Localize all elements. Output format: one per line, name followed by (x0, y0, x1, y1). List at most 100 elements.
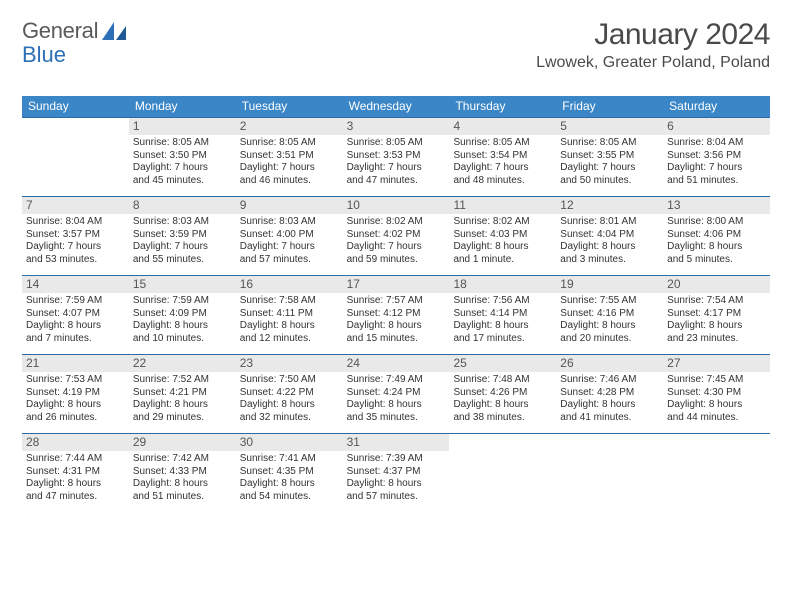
sunset-line: Sunset: 3:54 PM (453, 150, 552, 163)
day-number: 31 (343, 434, 450, 451)
day-cell: 24Sunrise: 7:49 AMSunset: 4:24 PMDayligh… (343, 355, 450, 433)
daylight-line-2: and 20 minutes. (560, 333, 659, 346)
sunrise-line: Sunrise: 7:55 AM (560, 295, 659, 308)
daylight-line-1: Daylight: 8 hours (667, 241, 766, 254)
daylight-line-2: and 59 minutes. (347, 254, 446, 267)
day-number: 23 (236, 355, 343, 372)
weekday-header: Monday (129, 96, 236, 117)
sunset-line: Sunset: 3:53 PM (347, 150, 446, 163)
sunset-line: Sunset: 3:59 PM (133, 229, 232, 242)
daylight-line-2: and 48 minutes. (453, 175, 552, 188)
daylight-line-1: Daylight: 8 hours (26, 478, 125, 491)
daylight-line-1: Daylight: 8 hours (347, 320, 446, 333)
daylight-line-2: and 35 minutes. (347, 412, 446, 425)
day-cell: 29Sunrise: 7:42 AMSunset: 4:33 PMDayligh… (129, 434, 236, 512)
daylight-line-1: Daylight: 8 hours (667, 399, 766, 412)
day-number: 22 (129, 355, 236, 372)
sunset-line: Sunset: 4:26 PM (453, 387, 552, 400)
sunrise-line: Sunrise: 8:03 AM (133, 216, 232, 229)
sunrise-line: Sunrise: 8:02 AM (453, 216, 552, 229)
week-row: 28Sunrise: 7:44 AMSunset: 4:31 PMDayligh… (22, 433, 770, 512)
sunrise-line: Sunrise: 7:42 AM (133, 453, 232, 466)
day-cell: 11Sunrise: 8:02 AMSunset: 4:03 PMDayligh… (449, 197, 556, 275)
sunset-line: Sunset: 3:50 PM (133, 150, 232, 163)
daylight-line-1: Daylight: 7 hours (240, 241, 339, 254)
day-cell: 18Sunrise: 7:56 AMSunset: 4:14 PMDayligh… (449, 276, 556, 354)
daylight-line-2: and 15 minutes. (347, 333, 446, 346)
daylight-line-2: and 10 minutes. (133, 333, 232, 346)
daylight-line-1: Daylight: 8 hours (26, 399, 125, 412)
sunset-line: Sunset: 4:03 PM (453, 229, 552, 242)
sunrise-line: Sunrise: 7:45 AM (667, 374, 766, 387)
sunrise-line: Sunrise: 7:59 AM (133, 295, 232, 308)
day-cell: 2 Sunrise: 8:05 AMSunset: 3:51 PMDaylight… (236, 118, 343, 196)
day-cell: 27 Sunrise: 7:45 AMSunset: 4:30 PMDayligh… (663, 355, 770, 433)
month-title: January 2024 (536, 18, 770, 52)
sunrise-line: Sunrise: 7:53 AM (26, 374, 125, 387)
daylight-line-1: Daylight: 8 hours (667, 320, 766, 333)
daylight-line-1: Daylight: 8 hours (133, 320, 232, 333)
day-number: 19 (556, 276, 663, 293)
sunset-line: Sunset: 4:17 PM (667, 308, 766, 321)
day-cell: 16Sunrise: 7:58 AMSunset: 4:11 PMDayligh… (236, 276, 343, 354)
sunrise-line: Sunrise: 8:05 AM (240, 137, 339, 150)
day-cell: 23Sunrise: 7:50 AMSunset: 4:22 PMDayligh… (236, 355, 343, 433)
sunrise-line: Sunrise: 8:05 AM (133, 137, 232, 150)
day-cell: 30Sunrise: 7:41 AMSunset: 4:35 PMDayligh… (236, 434, 343, 512)
day-number: 2 (236, 118, 343, 135)
day-cell: 31Sunrise: 7:39 AMSunset: 4:37 PMDayligh… (343, 434, 450, 512)
day-cell: 22Sunrise: 7:52 AMSunset: 4:21 PMDayligh… (129, 355, 236, 433)
weekday-header-row: SundayMondayTuesdayWednesdayThursdayFrid… (22, 96, 770, 117)
sunset-line: Sunset: 4:09 PM (133, 308, 232, 321)
sunset-line: Sunset: 4:28 PM (560, 387, 659, 400)
sunset-line: Sunset: 4:04 PM (560, 229, 659, 242)
sunrise-line: Sunrise: 7:46 AM (560, 374, 659, 387)
daylight-line-2: and 17 minutes. (453, 333, 552, 346)
day-cell: 4Sunrise: 8:05 AMSunset: 3:54 PMDaylight… (449, 118, 556, 196)
calendar: SundayMondayTuesdayWednesdayThursdayFrid… (22, 96, 770, 512)
day-cell: 6Sunrise: 8:04 AMSunset: 3:56 PMDaylight… (663, 118, 770, 196)
sunset-line: Sunset: 3:51 PM (240, 150, 339, 163)
daylight-line-1: Daylight: 7 hours (240, 162, 339, 175)
daylight-line-2: and 51 minutes. (667, 175, 766, 188)
sunrise-line: Sunrise: 8:03 AM (240, 216, 339, 229)
day-cell: 9Sunrise: 8:03 AMSunset: 4:00 PMDaylight… (236, 197, 343, 275)
daylight-line-1: Daylight: 7 hours (26, 241, 125, 254)
weekday-header: Wednesday (343, 96, 450, 117)
day-number: 27 (663, 355, 770, 372)
day-number: 12 (556, 197, 663, 214)
day-number: 1 (129, 118, 236, 135)
sunset-line: Sunset: 4:00 PM (240, 229, 339, 242)
daylight-line-1: Daylight: 8 hours (453, 399, 552, 412)
week-row: 1Sunrise: 8:05 AMSunset: 3:50 PMDaylight… (22, 117, 770, 196)
day-cell: 28Sunrise: 7:44 AMSunset: 4:31 PMDayligh… (22, 434, 129, 512)
day-number: 5 (556, 118, 663, 135)
daylight-line-2: and 12 minutes. (240, 333, 339, 346)
day-cell: 7Sunrise: 8:04 AMSunset: 3:57 PMDaylight… (22, 197, 129, 275)
sunrise-line: Sunrise: 8:05 AM (453, 137, 552, 150)
day-number: 24 (343, 355, 450, 372)
daylight-line-2: and 41 minutes. (560, 412, 659, 425)
daylight-line-2: and 57 minutes. (347, 491, 446, 504)
day-number: 20 (663, 276, 770, 293)
day-cell: 19Sunrise: 7:55 AMSunset: 4:16 PMDayligh… (556, 276, 663, 354)
sunrise-line: Sunrise: 7:56 AM (453, 295, 552, 308)
sunrise-line: Sunrise: 7:54 AM (667, 295, 766, 308)
day-number: 10 (343, 197, 450, 214)
day-number: 3 (343, 118, 450, 135)
daylight-line-2: and 1 minute. (453, 254, 552, 267)
weeks-container: 1Sunrise: 8:05 AMSunset: 3:50 PMDaylight… (22, 117, 770, 512)
sunrise-line: Sunrise: 7:59 AM (26, 295, 125, 308)
daylight-line-1: Daylight: 7 hours (347, 241, 446, 254)
sunrise-line: Sunrise: 8:05 AM (560, 137, 659, 150)
daylight-line-1: Daylight: 8 hours (347, 399, 446, 412)
day-number: 4 (449, 118, 556, 135)
day-number: 25 (449, 355, 556, 372)
sunset-line: Sunset: 3:57 PM (26, 229, 125, 242)
sunset-line: Sunset: 4:12 PM (347, 308, 446, 321)
day-cell: 1Sunrise: 8:05 AMSunset: 3:50 PMDaylight… (129, 118, 236, 196)
daylight-line-1: Daylight: 8 hours (560, 399, 659, 412)
day-cell (556, 434, 663, 512)
sunset-line: Sunset: 4:30 PM (667, 387, 766, 400)
day-number: 21 (22, 355, 129, 372)
